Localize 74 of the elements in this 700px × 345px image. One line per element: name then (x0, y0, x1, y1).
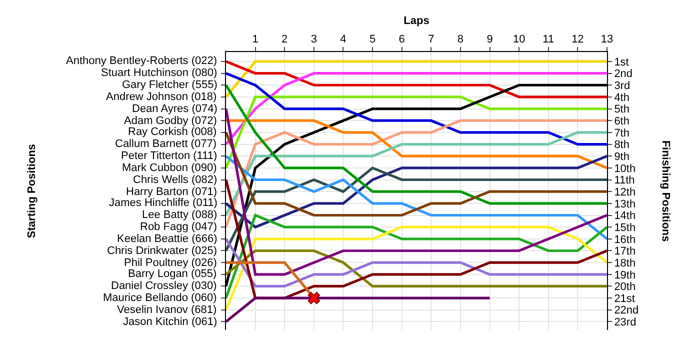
y-tick-label: 8th (614, 139, 630, 152)
y-tick-label: 10th (614, 162, 636, 175)
text: Starting Positions (26, 144, 38, 238)
y-tick-label: 4th (614, 92, 630, 104)
text: Daniel Crossley (030) (111, 280, 217, 292)
y-tick-label: 21st (614, 292, 635, 305)
text: Chris Wells (082) (133, 174, 218, 186)
line-series (226, 119, 607, 170)
y-tick-label: 23rd (614, 316, 636, 329)
text: Peter Titterton (111) (121, 150, 218, 162)
text: Callum Barnett (077) (115, 138, 216, 150)
text: Maurice Bellando (060) (103, 292, 217, 304)
line-series (226, 72, 607, 146)
x-tick-label: 2 (282, 34, 288, 46)
text: Adam Godby (072) (124, 115, 217, 127)
x-tick-label: 1 (252, 34, 258, 46)
y-tick-label: 20th (614, 281, 636, 294)
x-tick-label: 9 (486, 34, 493, 46)
text: Rob Fagg (047) (140, 221, 218, 233)
y-tick-label: 9th (614, 150, 630, 163)
text: Dean Ayres (074) (132, 103, 218, 115)
y-tick-label: 6th (614, 115, 630, 128)
y-tick-label: 19th (614, 269, 636, 282)
x-tick-label: 11 (542, 34, 554, 46)
line-series (226, 249, 607, 288)
text: Harry Barton (071) (126, 186, 218, 198)
text: Jason Kitchin (061) (123, 316, 218, 328)
y-tick-label: 3rd (614, 80, 630, 92)
y-tick-label: 2nd (614, 68, 633, 80)
x-tick-label: 5 (369, 34, 376, 46)
y-tick-label: 22nd (614, 304, 639, 317)
x-tick-label: 4 (340, 34, 346, 46)
text: Gary Fletcher (555) (122, 79, 218, 91)
x-tick-label: 8 (457, 34, 464, 46)
text: Lee Batty (088) (142, 209, 218, 221)
y-tick-label: 7th (614, 127, 630, 140)
text: Veselin Ivanov (681) (117, 304, 217, 316)
line-series (226, 178, 607, 300)
text: Andrew Johnson (018) (106, 91, 217, 103)
line-series (226, 84, 607, 205)
y-tick-label: 16th (614, 234, 636, 246)
y-tick-label: 15th (614, 222, 636, 234)
text: Mark Cubbon (090) (122, 162, 217, 174)
text: Ray Corkish (008) (128, 126, 217, 138)
y-tick-label: 13th (614, 198, 636, 210)
text: James Hinchliffe (011) (109, 197, 218, 209)
y-tick-label: 12th (614, 186, 636, 198)
x-tick-label: 13 (600, 34, 614, 46)
line-series (226, 214, 607, 300)
text: Chris Drinkwater (025) (107, 245, 218, 257)
x-tick-label: 6 (398, 34, 405, 46)
text: Stuart Hutchinson (080) (101, 67, 218, 79)
x-tick-label: 10 (512, 34, 526, 46)
y-tick-label: 1st (614, 56, 629, 68)
line-series (226, 107, 607, 276)
line-series (226, 119, 607, 228)
line-series (226, 166, 607, 252)
y-tick-label: 11th (614, 174, 635, 187)
text: Phil Poultney (026) (124, 257, 217, 269)
y-axis-title: Finishing Positions (660, 140, 672, 242)
x-tick-label: 3 (310, 34, 317, 46)
line-series (226, 131, 607, 217)
text: Barry Logan (055) (128, 268, 217, 280)
y-tick-label: 14th (614, 210, 636, 222)
y-tick-label: 17th (614, 246, 636, 258)
y-tick-label: 18th (614, 257, 636, 270)
x-tick-label: 12 (572, 34, 584, 46)
x-axis-title: Laps (404, 15, 430, 28)
text: Keelan Beattie (666) (117, 233, 218, 245)
line-series (226, 238, 607, 288)
text: Anthony Bentley-Roberts (022) (66, 55, 218, 67)
line-series (226, 226, 607, 312)
y-tick-label: 5th (614, 104, 630, 116)
x-tick-label: 7 (428, 34, 434, 46)
